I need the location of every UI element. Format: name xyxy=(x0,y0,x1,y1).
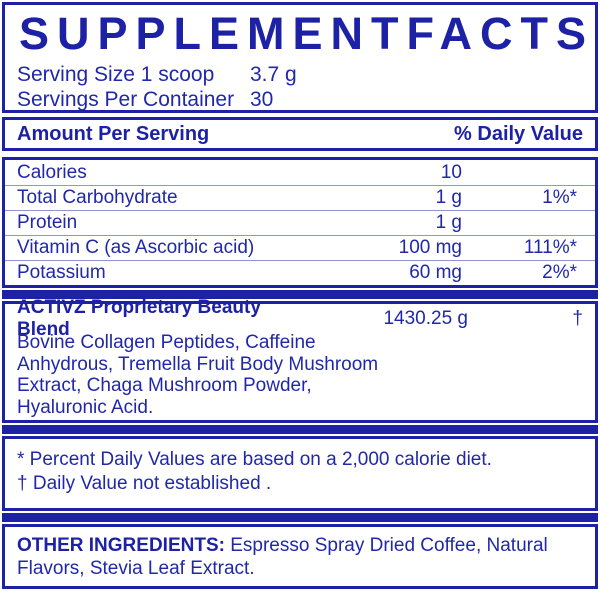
nutrient-dv: 111%* xyxy=(523,237,577,258)
servings-per-container-value: 30 xyxy=(250,88,274,111)
other-ingredients-text: Espresso Spray Dried Coffee, Natural Fla… xyxy=(17,535,548,579)
serving-size-label: Serving Size 1 scoop xyxy=(17,63,215,86)
nutrient-amount: 100 mg xyxy=(398,237,462,258)
amount-per-serving-header: Amount Per Serving xyxy=(17,122,210,145)
nutrient-name: Total Carbohydrate xyxy=(17,187,178,208)
nutrient-dv: 1%* xyxy=(542,187,577,208)
blend-amount: 1430.25 g xyxy=(383,308,468,329)
panel-title: SUPPLEMENT FACTS xyxy=(17,8,586,59)
column-header-box: Amount Per Serving % Daily Value xyxy=(2,117,598,151)
nutrients-box: Calories 10 Total Carbohydrate 1 g 1%* P… xyxy=(2,157,598,288)
blend-header-row: ACTIVZ Proprietary Beauty Blend 1430.25 … xyxy=(17,297,583,340)
divider-bar xyxy=(2,513,598,522)
blend-description: Bovine Collagen Peptides, Caffeine Anhyd… xyxy=(17,332,379,418)
blend-name: ACTIVZ Proprietary Beauty Blend xyxy=(17,297,261,340)
nutrient-amount: 10 xyxy=(440,161,462,183)
nutrient-name: Protein xyxy=(17,212,78,233)
servings-per-container-row: Servings Per Container 30 xyxy=(17,87,583,112)
footnotes-box: * Percent Daily Values are based on a 2,… xyxy=(2,436,598,511)
serving-info: Serving Size 1 scoop 3.7 g Servings Per … xyxy=(17,62,583,112)
divider-bar xyxy=(2,425,598,434)
nutrient-name: Potassium xyxy=(17,262,106,283)
blend-dv-dagger: † xyxy=(572,308,583,329)
nutrient-row-protein: Protein 1 g xyxy=(5,210,595,235)
nutrient-dv: 2%* xyxy=(542,262,577,283)
nutrient-amount: 60 mg xyxy=(409,262,462,283)
nutrient-row-carbohydrate: Total Carbohydrate 1 g 1%* xyxy=(5,185,595,210)
serving-size-row: Serving Size 1 scoop 3.7 g xyxy=(17,62,583,87)
other-ingredients-label: OTHER INGREDIENTS: xyxy=(17,535,225,556)
other-ingredients-box: OTHER INGREDIENTS: Espresso Spray Dried … xyxy=(2,524,598,589)
nutrient-name: Calories xyxy=(17,161,87,183)
nutrient-amount: 1 g xyxy=(435,187,462,208)
serving-size-value: 3.7 g xyxy=(250,63,297,86)
daily-value-header: % Daily Value xyxy=(454,122,583,145)
blend-box: ACTIVZ Proprietary Beauty Blend 1430.25 … xyxy=(2,297,598,423)
footnote-daily-values: * Percent Daily Values are based on a 2,… xyxy=(17,449,492,470)
nutrient-amount: 1 g xyxy=(435,212,462,233)
title-word-supplement: SUPPLEMENT xyxy=(19,8,407,59)
footnote-not-established: † Daily Value not established . xyxy=(17,473,272,494)
divider-bar xyxy=(2,290,598,299)
nutrient-row-calories: Calories 10 xyxy=(5,160,595,185)
title-serving-box: SUPPLEMENT FACTS Serving Size 1 scoop 3.… xyxy=(2,2,598,113)
nutrient-row-vitamin-c: Vitamin C (as Ascorbic acid) 100 mg 111%… xyxy=(5,235,595,260)
nutrient-name: Vitamin C (as Ascorbic acid) xyxy=(17,237,255,258)
title-word-facts: FACTS xyxy=(406,8,595,59)
nutrient-row-potassium: Potassium 60 mg 2%* xyxy=(5,260,595,285)
servings-per-container-label: Servings Per Container xyxy=(17,88,235,111)
